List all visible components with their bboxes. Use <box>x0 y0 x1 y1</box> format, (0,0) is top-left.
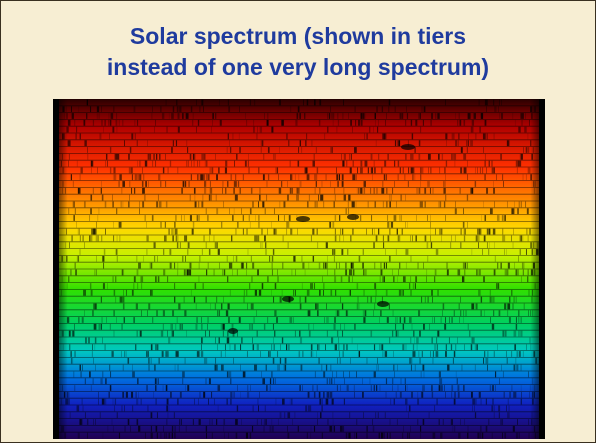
slide: Solar spectrum (shown in tiers instead o… <box>0 0 596 443</box>
title-line: Solar spectrum (shown in tiers <box>1 21 595 52</box>
slide-title: Solar spectrum (shown in tiers instead o… <box>1 21 595 83</box>
image-edge <box>53 99 545 439</box>
spectrum-image <box>53 99 545 439</box>
title-line: instead of one very long spectrum) <box>1 52 595 83</box>
